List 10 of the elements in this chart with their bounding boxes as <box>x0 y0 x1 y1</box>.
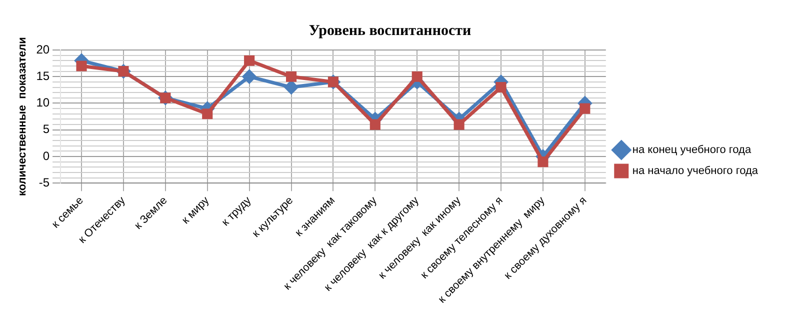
legend-label: на начало учебного года <box>632 165 759 178</box>
y-tick-label: 0 <box>42 148 50 163</box>
y-tick-label: -5 <box>38 175 50 190</box>
y-tick-label: 10 <box>36 96 50 110</box>
chart-title: Уровень воспитанности <box>308 22 472 39</box>
y-tick-label: 5 <box>42 122 50 136</box>
legend-label: на конец учебного года <box>632 144 752 156</box>
y-axis-title: количественные показатели <box>16 37 29 196</box>
y-tick-label: 20 <box>36 42 50 56</box>
y-tick-label: 15 <box>36 68 50 83</box>
